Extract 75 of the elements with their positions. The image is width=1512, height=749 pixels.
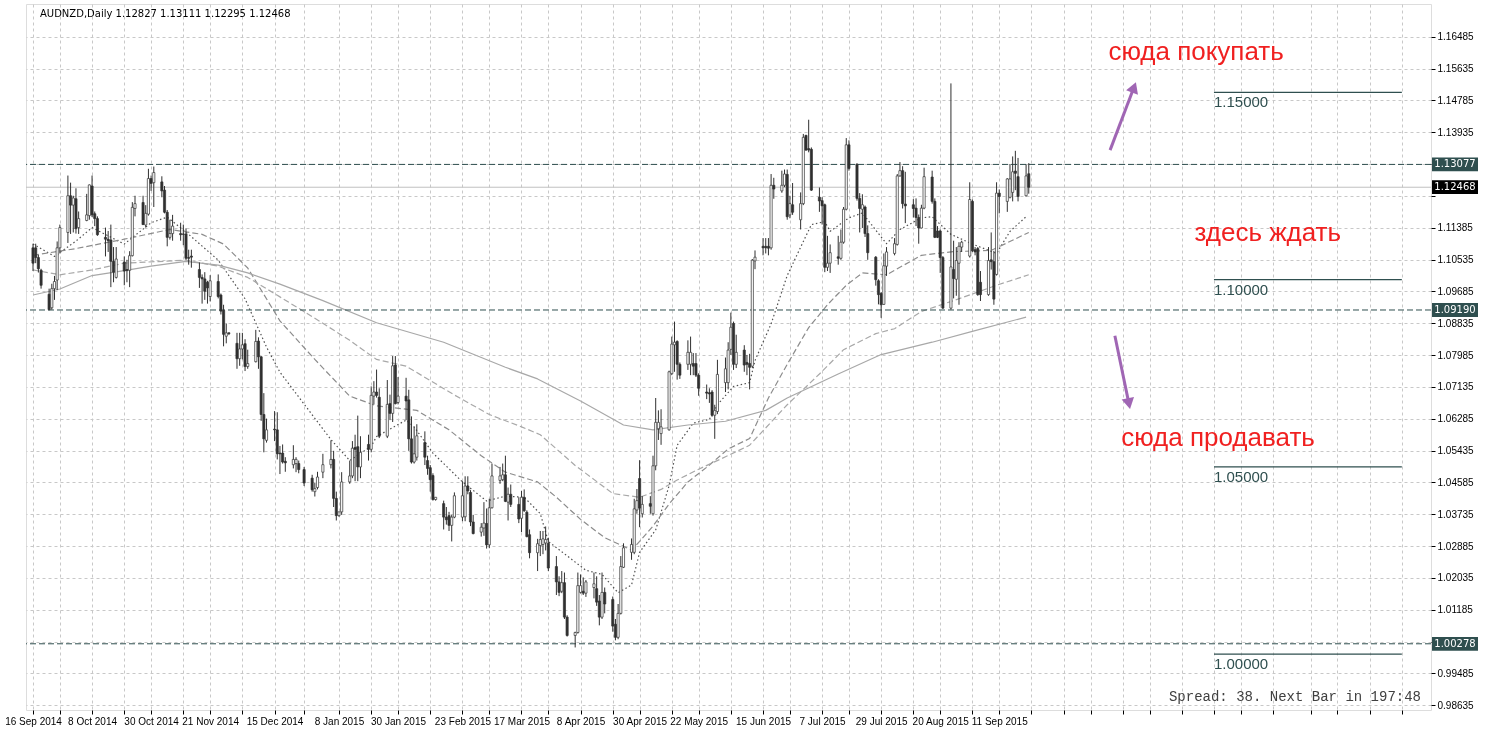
candlestick: [554, 555, 558, 596]
y-tick-label: 1.09685: [1437, 285, 1475, 297]
candlestick: [659, 408, 663, 446]
candlestick: [122, 255, 126, 286]
x-tick-label: 8 Oct 2014: [68, 715, 118, 727]
candlestick: [31, 243, 35, 272]
y-tick-label: 0.98635: [1437, 699, 1475, 711]
y-tick-label: 1.07985: [1437, 349, 1475, 361]
x-tick-label: 21 Nov 2014: [182, 715, 240, 727]
candlestick: [47, 288, 51, 311]
y-tick-label: 1.16485: [1437, 31, 1475, 43]
line-series: [32, 259, 1030, 498]
candlestick: [356, 415, 360, 482]
candlestick: [1024, 163, 1028, 198]
candlestick: [152, 166, 156, 208]
y-tick-label: 1.10535: [1437, 254, 1475, 266]
candlestick: [104, 227, 107, 257]
candlestick: [415, 423, 419, 462]
ref-line-label: 1.00278: [1434, 637, 1476, 649]
y-tick-label: 1.03735: [1437, 508, 1475, 520]
y-tick-label: 1.11385: [1437, 222, 1474, 234]
candlestick: [742, 344, 746, 373]
candlestick: [96, 215, 99, 237]
candlestick: [321, 453, 325, 479]
series-label: 1.10000: [1213, 280, 1269, 298]
annotation: сюда покупать: [1108, 36, 1284, 67]
y-tick-label: 1.13935: [1437, 126, 1475, 138]
candlestick: [359, 435, 362, 479]
ref-line-label: 1.09190: [1434, 304, 1476, 315]
series-label: 1.15000: [1213, 93, 1269, 111]
candlestick: [171, 214, 175, 242]
x-tick-label: 17 Mar 2015: [493, 715, 551, 727]
candlestick: [74, 187, 78, 235]
candlestick: [141, 195, 145, 226]
x-tick-label: 15 Dec 2014: [246, 715, 304, 727]
candlestick: [235, 332, 239, 370]
y-tick-label: 1.14785: [1437, 94, 1475, 106]
y-tick-label: 0.99485: [1437, 667, 1475, 679]
x-tick-label: 30 Oct 2014: [124, 715, 180, 727]
candlestick: [1027, 162, 1031, 195]
ref-line-label: 1.12468: [1434, 181, 1476, 193]
y-tick-label: 1.06285: [1437, 413, 1475, 425]
candlestick: [302, 466, 306, 487]
y-tick-label: 1.01185: [1437, 604, 1474, 616]
x-tick-label: 8 Jan 2015: [314, 715, 365, 727]
y-tick-label: 1.07135: [1437, 381, 1475, 393]
x-tick-label: 23 Feb 2015: [434, 715, 492, 727]
annotation: Spread: 38. Next Bar in 197:48: [1168, 689, 1421, 705]
candlestick: [686, 339, 690, 371]
series-label: 1.05000: [1213, 467, 1269, 485]
candlestick: [541, 530, 545, 555]
x-tick-label: 11 Sep 2015: [971, 715, 1029, 727]
y-tick-label: 1.02035: [1437, 572, 1475, 584]
y-tick-label: 1.05435: [1437, 445, 1475, 457]
ref-line-label: 1.13077: [1434, 158, 1476, 170]
annotation: здесь ждать: [1194, 216, 1342, 247]
chart-title: AUDNZD,Daily 1.12827 1.13111 1.12295 1.12468: [40, 8, 291, 19]
y-tick-label: 1.15635: [1437, 63, 1475, 75]
y-tick-label: 1.04585: [1437, 476, 1475, 488]
x-tick-label: 29 Jul 2015: [855, 715, 908, 727]
annotation: сюда продавать: [1121, 421, 1315, 452]
candlestick: [498, 466, 502, 485]
x-tick-label: 30 Apr 2015: [613, 715, 668, 727]
y-tick-label: 1.02885: [1437, 540, 1475, 552]
x-tick-label: 30 Jan 2015: [371, 715, 427, 727]
x-tick-label: 16 Sep 2014: [5, 715, 63, 727]
candlestick: [1011, 155, 1015, 202]
candlestick: [791, 182, 795, 216]
x-tick-label: 7 Jul 2015: [799, 715, 847, 727]
x-tick-label: 22 May 2015: [670, 715, 729, 727]
x-tick-label: 15 Jun 2015: [736, 715, 792, 727]
x-tick-label: 8 Apr 2015: [556, 715, 606, 727]
y-tick-label: 1.08835: [1437, 317, 1475, 329]
series-label: 1.00000: [1213, 655, 1269, 673]
x-tick-label: 20 Aug 2015: [912, 715, 970, 727]
